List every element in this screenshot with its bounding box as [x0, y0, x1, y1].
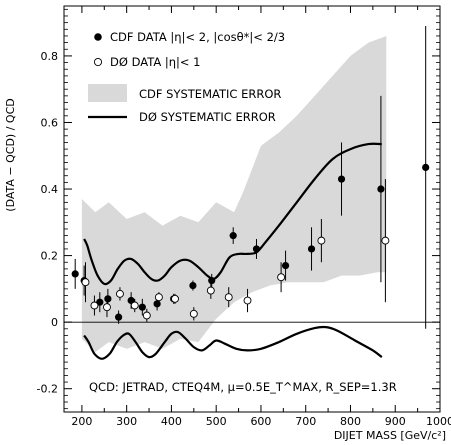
- cdf-point-10: [208, 276, 216, 285]
- x-axis-title: DIJET MASS [GeV/c²]: [334, 429, 446, 442]
- legend-cdf-marker: [94, 33, 102, 41]
- cdf-point-17: [422, 163, 430, 172]
- cdf-point-11: [229, 232, 237, 240]
- cdf-systematic-band: [81, 36, 387, 353]
- x-tick-label-300: 300: [116, 415, 137, 428]
- y-tick-label-1: 0: [51, 316, 58, 329]
- legend-d0-marker: [93, 57, 103, 67]
- cdf-point-9: [189, 281, 197, 290]
- y-tick-label-0: -0.2: [37, 383, 58, 396]
- d0-point-1: [90, 301, 99, 310]
- d0-systematic-curve-layer: [83, 142, 383, 360]
- d0-point-5: [142, 311, 151, 320]
- x-tick-label-800: 800: [340, 415, 361, 428]
- cdf-point-6: [138, 303, 146, 311]
- d0-systematic-lower-curve: [83, 325, 383, 360]
- cdf-point-7: [153, 300, 161, 308]
- legend-d0-label: DØ DATA |η|< 1: [110, 55, 201, 69]
- qcd-annotation: QCD: JETRAD, CTEQ4M, μ=0.5E_T^MAX, R_SEP…: [89, 380, 397, 394]
- cdf-systematic-band-layer: [81, 36, 387, 353]
- d0-point-9: [206, 286, 215, 295]
- y-tick-label-5: 0.8: [41, 50, 59, 63]
- d0-point-6: [154, 293, 163, 302]
- x-tick-label-600: 600: [250, 415, 271, 428]
- cdf-point-12: [252, 245, 261, 253]
- d0-point-11: [243, 296, 252, 305]
- legend-d0-syst-label: DØ SYSTEMATIC ERROR: [139, 110, 276, 124]
- cdf-point-4: [115, 313, 123, 321]
- y-axis-title: (DATA − QCD) / QCD: [4, 98, 17, 211]
- d0-point-0: [81, 278, 90, 287]
- legend-cdf-label: CDF DATA |η|< 2, |cosθ*|< 2/3: [110, 30, 285, 44]
- cdf-point-15: [337, 175, 346, 183]
- x-tick-label-200: 200: [71, 415, 92, 428]
- x-tick-label-700: 700: [295, 415, 316, 428]
- d0-point-7: [171, 294, 179, 303]
- y-tick-label-2: 0.2: [41, 250, 59, 263]
- d0-point-8: [189, 309, 198, 318]
- d0-point-4: [130, 301, 139, 310]
- x-tick-label-1000: 1000: [426, 415, 451, 428]
- d0-point-2: [103, 303, 111, 312]
- x-tick-label-500: 500: [206, 415, 227, 428]
- legend: CDF DATA |η|< 2, |cosθ*|< 2/3 DØ DATA |η…: [88, 30, 285, 124]
- cdf-point-16: [377, 185, 385, 193]
- x-tick-label-400: 400: [161, 415, 182, 428]
- cdf-point-13: [281, 261, 290, 270]
- axis-ticks-layer: 200 300 400 500 600 700 800 900 1000 -0.2 0 0.2 0.4 0…: [37, 6, 451, 428]
- x-tick-label-900: 900: [385, 415, 406, 428]
- d0-point-13: [317, 236, 326, 245]
- d0-point-3: [116, 289, 124, 298]
- cdf-point-3: [104, 295, 112, 303]
- y-tick-label-3: 0.4: [41, 183, 59, 196]
- d0-point-12: [277, 273, 286, 282]
- d0-point-10: [224, 293, 233, 302]
- d0-systematic-upper-curve: [83, 142, 382, 286]
- cdf-point-14: [307, 245, 316, 253]
- y-tick-label-4: 0.6: [41, 116, 59, 129]
- cdf-point-0: [71, 270, 79, 278]
- d0-point-14: [381, 236, 390, 245]
- data-points-layer: [71, 25, 430, 329]
- legend-cdf-syst-swatch: [88, 84, 127, 102]
- legend-cdf-syst-label: CDF SYSTEMATIC ERROR: [139, 87, 281, 101]
